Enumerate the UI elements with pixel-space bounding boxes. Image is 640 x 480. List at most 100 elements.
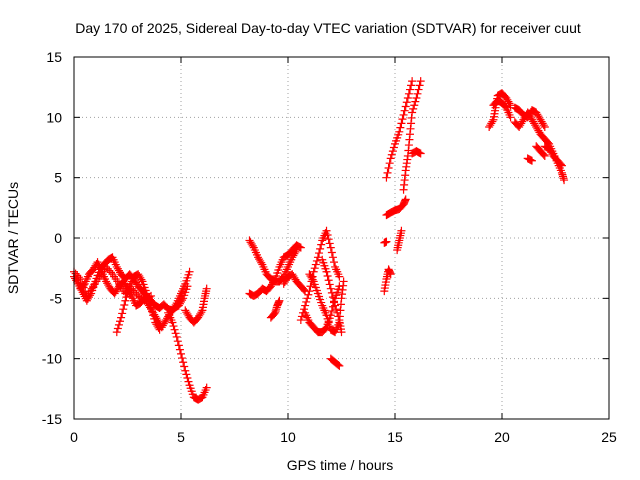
y-tick-label: -15: [42, 411, 62, 427]
data-point: [317, 240, 326, 249]
series-arc-19: [382, 195, 410, 220]
data-point: [324, 276, 333, 285]
data-point: [137, 275, 146, 284]
data-point: [301, 301, 310, 310]
data-point: [296, 316, 305, 325]
data-point: [118, 309, 127, 318]
data-point: [150, 314, 159, 323]
series-arc-18: [393, 226, 406, 255]
data-point: [180, 362, 189, 371]
data-point: [407, 81, 416, 90]
data-point: [328, 293, 337, 302]
y-tick-label: 10: [46, 109, 62, 125]
data-point: [183, 373, 192, 382]
data-point: [331, 301, 340, 310]
data-point: [147, 303, 156, 312]
series-arc-7: [245, 236, 301, 286]
data-point: [334, 312, 343, 321]
data-point: [387, 150, 396, 159]
data-point: [313, 253, 322, 262]
y-tick-label: 15: [46, 49, 62, 65]
data-point: [395, 127, 404, 136]
data-point: [169, 322, 178, 331]
data-point: [382, 237, 391, 246]
series-arc-10: [279, 270, 310, 296]
data-point: [296, 243, 305, 252]
x-tick-label: 20: [494, 429, 510, 445]
data-point: [335, 272, 344, 281]
data-point: [311, 260, 320, 269]
data-point: [540, 122, 549, 131]
data-point: [172, 332, 181, 341]
data-point: [525, 155, 534, 164]
data-point: [257, 258, 266, 267]
data-point: [177, 349, 185, 358]
data-point: [398, 115, 407, 124]
data-point: [410, 101, 419, 110]
data-point: [270, 276, 279, 285]
data-point: [174, 341, 183, 350]
data-point: [557, 161, 566, 170]
data-point: [325, 280, 334, 289]
data-point: [305, 287, 314, 296]
data-point: [323, 230, 332, 239]
data-point: [326, 284, 335, 293]
data-point: [178, 354, 187, 363]
x-tick-label: 0: [70, 429, 78, 445]
data-point: [184, 377, 193, 386]
data-point: [147, 291, 156, 300]
y-tick-label: -5: [50, 290, 63, 306]
data-point: [397, 226, 406, 235]
data-point: [155, 325, 164, 334]
data-point: [330, 258, 339, 267]
x-tick-label: 5: [177, 429, 185, 445]
data-point: [334, 361, 343, 370]
data-point: [409, 104, 418, 113]
data-point: [312, 256, 321, 265]
data-point: [315, 249, 324, 258]
data-point: [302, 297, 311, 306]
data-point: [148, 307, 157, 316]
data-point: [327, 248, 336, 257]
data-point: [120, 300, 129, 309]
data-point: [78, 279, 87, 288]
data-point: [323, 272, 332, 281]
data-point: [335, 361, 344, 370]
data-point: [324, 235, 333, 244]
data-point: [117, 313, 126, 322]
series-arc-21: [399, 77, 425, 194]
data-point: [335, 282, 344, 291]
data-point: [527, 156, 536, 165]
data-point: [540, 151, 549, 160]
data-point: [322, 226, 331, 235]
data-point: [106, 268, 115, 277]
data-point: [168, 318, 177, 327]
data-point: [414, 85, 423, 94]
series-arc-28: [532, 142, 549, 160]
series-arc-14: [318, 255, 346, 337]
data-point: [386, 154, 395, 163]
data-point: [526, 156, 535, 165]
data-point: [171, 329, 180, 338]
data-point: [416, 149, 425, 158]
data-point: [388, 147, 397, 156]
data-point: [401, 102, 410, 111]
data-point: [399, 110, 408, 119]
data-point: [326, 311, 335, 320]
data-point: [332, 305, 341, 314]
data-point: [79, 283, 88, 292]
data-point: [310, 264, 319, 273]
data-point: [404, 89, 413, 98]
data-point: [121, 296, 130, 305]
data-point: [154, 323, 163, 332]
data-point: [321, 324, 330, 333]
data-point: [119, 305, 128, 314]
y-tick-label: 0: [54, 230, 62, 246]
data-point: [179, 358, 188, 367]
data-point: [173, 337, 182, 346]
data-point: [333, 308, 342, 317]
data-point: [400, 106, 409, 115]
data-point: [309, 267, 318, 276]
data-point: [316, 244, 325, 253]
data-point: [328, 253, 337, 262]
